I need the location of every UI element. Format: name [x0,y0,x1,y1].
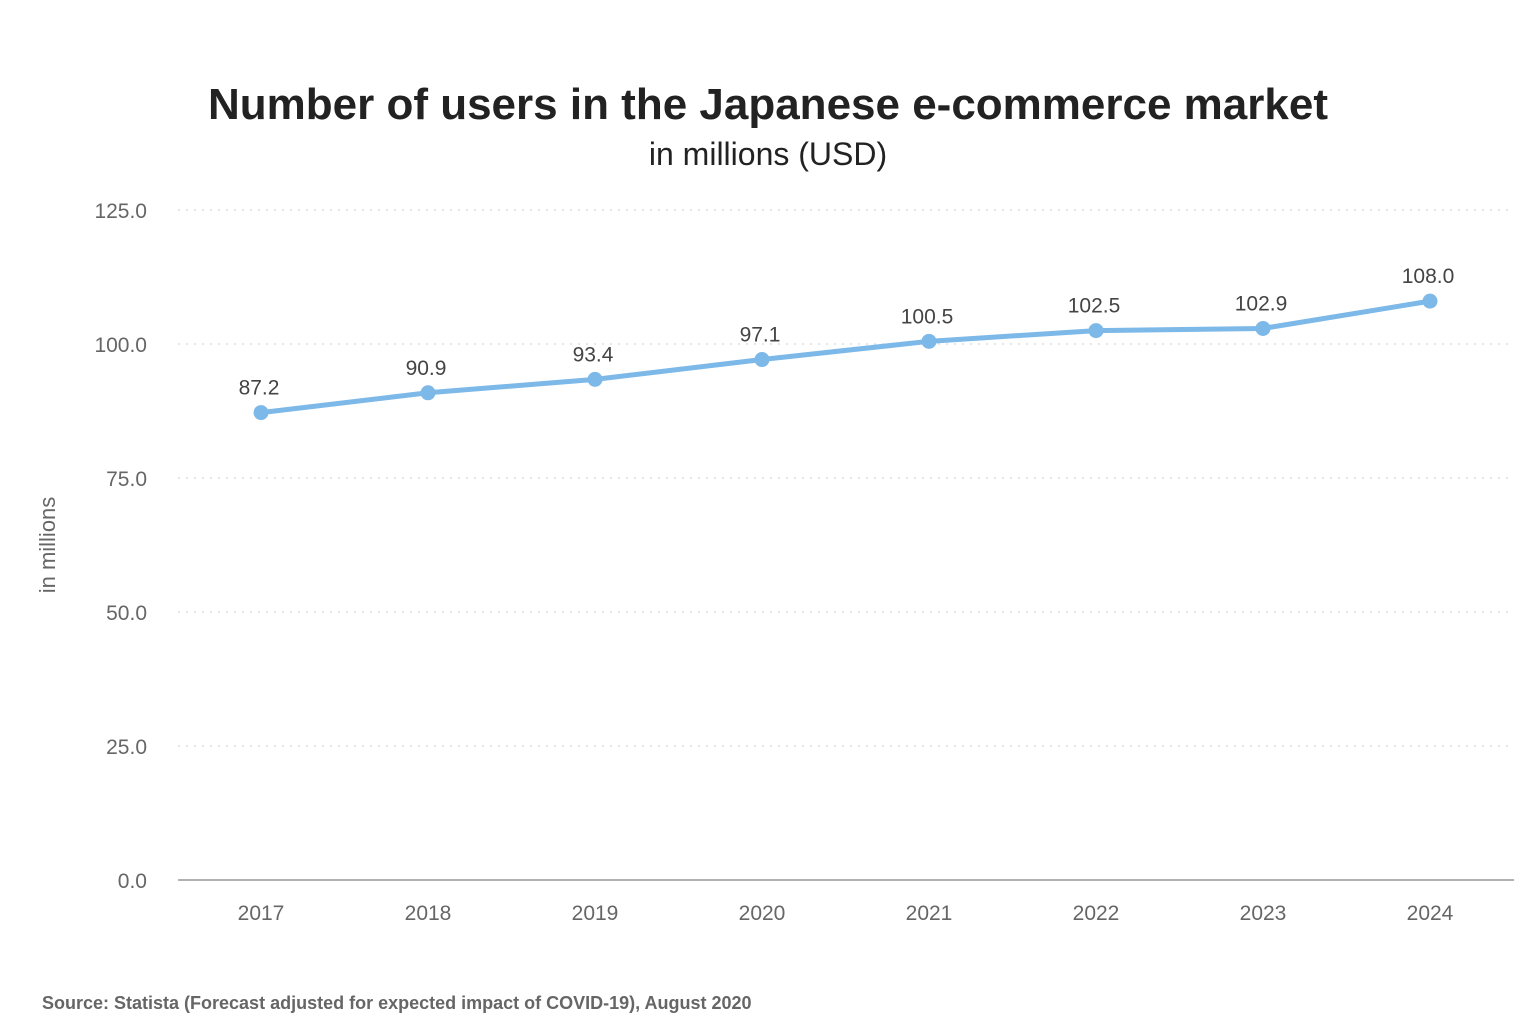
data-point [1088,323,1104,339]
y-tick-label: 50.0 [106,602,147,625]
y-axis-label: in millions [35,497,60,594]
data-point [1255,320,1271,336]
data-label: 102.5 [1068,295,1121,318]
y-tick-label: 0.0 [118,870,147,893]
chart-title: Number of users in the Japanese e-commer… [207,80,1328,129]
x-tick-label: 2024 [1407,902,1454,925]
x-tick-label: 2020 [739,902,786,925]
y-tick-label: 25.0 [106,736,147,759]
data-label: 102.9 [1235,292,1288,315]
data-point [754,352,770,368]
data-point [587,371,603,387]
x-tick-label: 2021 [906,902,953,925]
x-tick-label: 2017 [238,902,285,925]
data-label: 93.4 [573,343,614,366]
data-point [1422,293,1438,309]
series-line [260,298,1431,416]
x-tick-label: 2018 [405,902,452,925]
y-tick-label: 75.0 [106,468,147,491]
chart-subtitle: in millions (USD) [648,136,888,172]
data-label: 108.0 [1402,265,1455,288]
y-tick-label: 125.0 [94,200,147,223]
data-point [420,385,436,401]
x-tick-label: 2019 [572,902,619,925]
data-point [921,333,937,349]
y-tick-label: 100.0 [94,334,147,357]
data-label: 100.5 [901,305,954,328]
source-note: Source: Statista (Forecast adjusted for … [42,993,752,1013]
x-tick-label: 2023 [1240,902,1287,925]
data-label: 97.1 [740,324,781,347]
data-point [253,405,269,421]
data-label: 90.9 [406,357,447,380]
x-tick-label: 2022 [1073,902,1120,925]
data-label: 87.2 [239,377,280,400]
